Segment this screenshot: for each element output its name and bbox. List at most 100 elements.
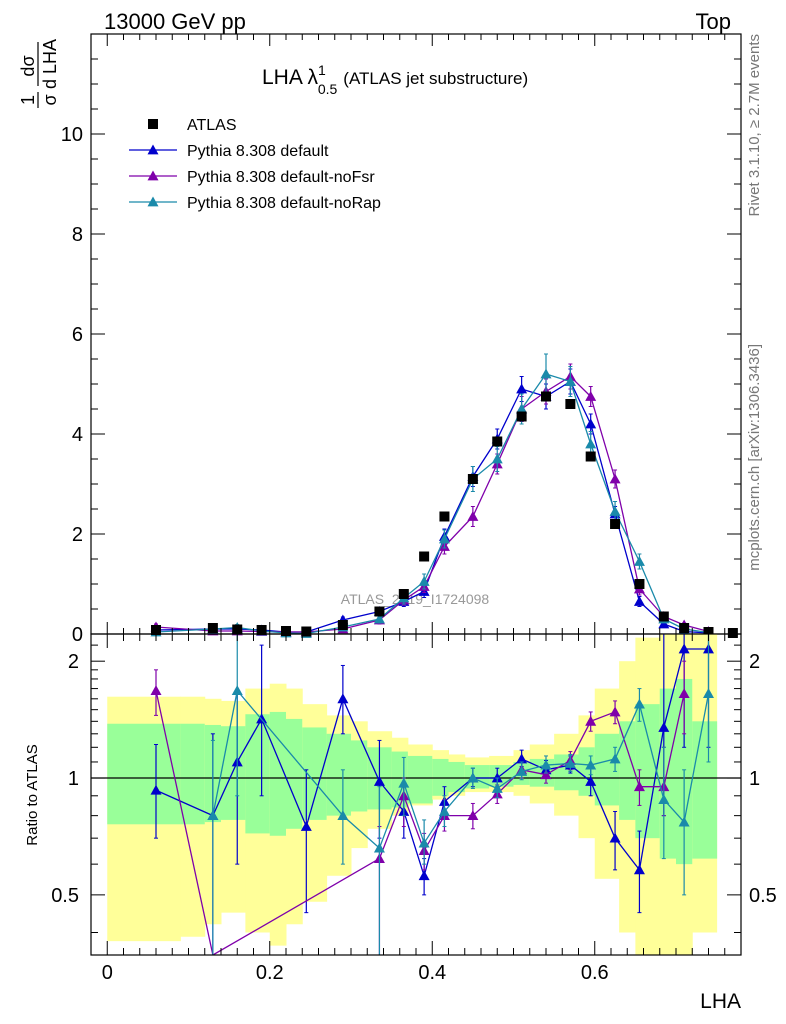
series-marker bbox=[633, 596, 645, 606]
ratio-y-tick-label: 2 bbox=[68, 651, 79, 673]
stat-band bbox=[464, 765, 490, 789]
collision-label: 13000 GeV pp bbox=[104, 9, 246, 34]
ratio-series-layer bbox=[150, 634, 714, 955]
ratio-uncertainty-bands bbox=[91, 634, 741, 955]
ratio-marker bbox=[658, 794, 670, 804]
ratio-marker bbox=[633, 698, 645, 709]
data-point bbox=[727, 628, 738, 638]
ratio-marker bbox=[516, 765, 528, 776]
series-marker bbox=[516, 383, 528, 394]
ratio-marker bbox=[256, 713, 268, 724]
y-tick-label: 10 bbox=[61, 124, 83, 146]
data-point bbox=[492, 436, 503, 447]
ratio-y-tick-label-right: 2 bbox=[749, 651, 760, 673]
stat-band bbox=[245, 714, 271, 834]
watermark-text: ATLAS_2019_I1724098 bbox=[341, 591, 490, 607]
series-marker bbox=[585, 438, 597, 449]
series-marker bbox=[564, 376, 576, 386]
y-tick-label: 4 bbox=[72, 424, 83, 446]
legend-item-2: Pythia 8.308 default-noRap bbox=[129, 195, 381, 212]
legend-marker bbox=[147, 196, 159, 207]
data-point bbox=[337, 620, 348, 630]
data-point bbox=[207, 623, 218, 633]
y-label-dlha: d LHA bbox=[40, 39, 60, 89]
data-point bbox=[585, 451, 596, 462]
process-label: Top bbox=[696, 9, 731, 34]
y-axis-label: 1 σ dσ d LHA bbox=[18, 39, 60, 108]
data-point bbox=[419, 551, 430, 562]
ratio-marker bbox=[703, 688, 714, 699]
series-marker bbox=[585, 391, 597, 401]
ratio-marker bbox=[540, 769, 552, 780]
ratio-marker bbox=[585, 715, 597, 726]
ratio-marker bbox=[678, 816, 690, 827]
y-tick-label: 0 bbox=[72, 624, 83, 646]
data-point bbox=[610, 519, 621, 529]
data-point bbox=[541, 391, 551, 402]
legend-label: Pythia 8.308 default bbox=[187, 143, 329, 160]
y-label-one: 1 bbox=[18, 95, 38, 105]
ratio-marker bbox=[207, 810, 219, 821]
ratio-y-tick-label-right: 1 bbox=[749, 768, 760, 790]
legend-marker bbox=[148, 119, 158, 129]
rivet-version-label: Rivet 3.1.10, ≥ 2.7M events bbox=[746, 34, 763, 217]
data-point bbox=[634, 579, 645, 589]
ratio-marker bbox=[658, 721, 670, 732]
stat-band bbox=[180, 723, 206, 825]
stat-band bbox=[594, 733, 620, 806]
ratio-marker bbox=[300, 821, 312, 831]
data-point bbox=[256, 625, 267, 635]
legend-item-atlas: ATLAS bbox=[148, 117, 237, 134]
stat-band bbox=[619, 721, 636, 820]
analysis-watermark: ATLAS_2019_I1724098 bbox=[341, 591, 490, 607]
x-tick-label: 0.2 bbox=[256, 962, 284, 984]
mcplots-credit-label: mcplots.cern.ch [arXiv:1306.3436] bbox=[746, 344, 763, 571]
stat-band bbox=[407, 755, 433, 804]
y-label-sigma: σ bbox=[40, 94, 60, 105]
ratio-marker bbox=[585, 759, 597, 770]
ratio-marker bbox=[633, 781, 645, 792]
ratio-marker bbox=[231, 685, 243, 695]
series-marker bbox=[467, 511, 479, 521]
chart-title: LHA λ1 0.5(ATLAS jet substructure) bbox=[262, 62, 528, 97]
y-tick-label: 6 bbox=[72, 324, 83, 346]
main-panel: ATLAS_2019_I1724098 0 2 4 6 8 10 ATLAS Pythia … bbox=[18, 33, 742, 646]
legend-label: Pythia 8.308 default-noRap bbox=[187, 195, 381, 212]
series-marker bbox=[516, 403, 528, 414]
stat-band bbox=[554, 754, 579, 791]
ratio-line-2 bbox=[212, 689, 710, 850]
series-marker bbox=[438, 533, 450, 544]
legend-item-0: Pythia 8.308 default bbox=[129, 143, 329, 160]
series-marker bbox=[609, 506, 621, 516]
ratio-marker bbox=[491, 782, 503, 793]
ratio-marker bbox=[564, 758, 576, 768]
data-point bbox=[374, 606, 385, 617]
legend-label: Pythia 8.308 default-noFsr bbox=[187, 169, 375, 186]
stat-band bbox=[659, 688, 677, 859]
ratio-series-clipped bbox=[150, 634, 714, 955]
ratio-line-1 bbox=[155, 690, 685, 955]
series-marker bbox=[585, 418, 597, 429]
data-point bbox=[658, 611, 669, 622]
legend: ATLAS Pythia 8.308 default Pythia 8.308 de… bbox=[129, 117, 381, 212]
ratio-marker bbox=[438, 805, 450, 816]
ratio-marker bbox=[678, 688, 690, 699]
ratio-y-axis-label: Ratio to ATLAS bbox=[24, 744, 41, 845]
y-tick-label: 8 bbox=[72, 224, 83, 246]
series-marker bbox=[373, 613, 385, 624]
stat-band bbox=[221, 726, 246, 820]
ratio-marker bbox=[491, 772, 503, 783]
y-label-dsigma: dσ bbox=[18, 55, 38, 76]
ratio-y-tick-label-right: 0.5 bbox=[749, 885, 777, 907]
data-point bbox=[301, 626, 312, 637]
ratio-y-tick-label: 1 bbox=[68, 768, 79, 790]
y-axis-label-group: 1 σ dσ d LHA bbox=[18, 39, 60, 108]
stat-band bbox=[692, 721, 718, 859]
stat-band bbox=[351, 740, 368, 812]
ratio-marker bbox=[633, 864, 645, 875]
ratio-marker bbox=[609, 706, 621, 717]
y-tick-label: 2 bbox=[72, 524, 83, 546]
ratio-marker bbox=[609, 753, 621, 764]
data-point bbox=[439, 511, 450, 522]
